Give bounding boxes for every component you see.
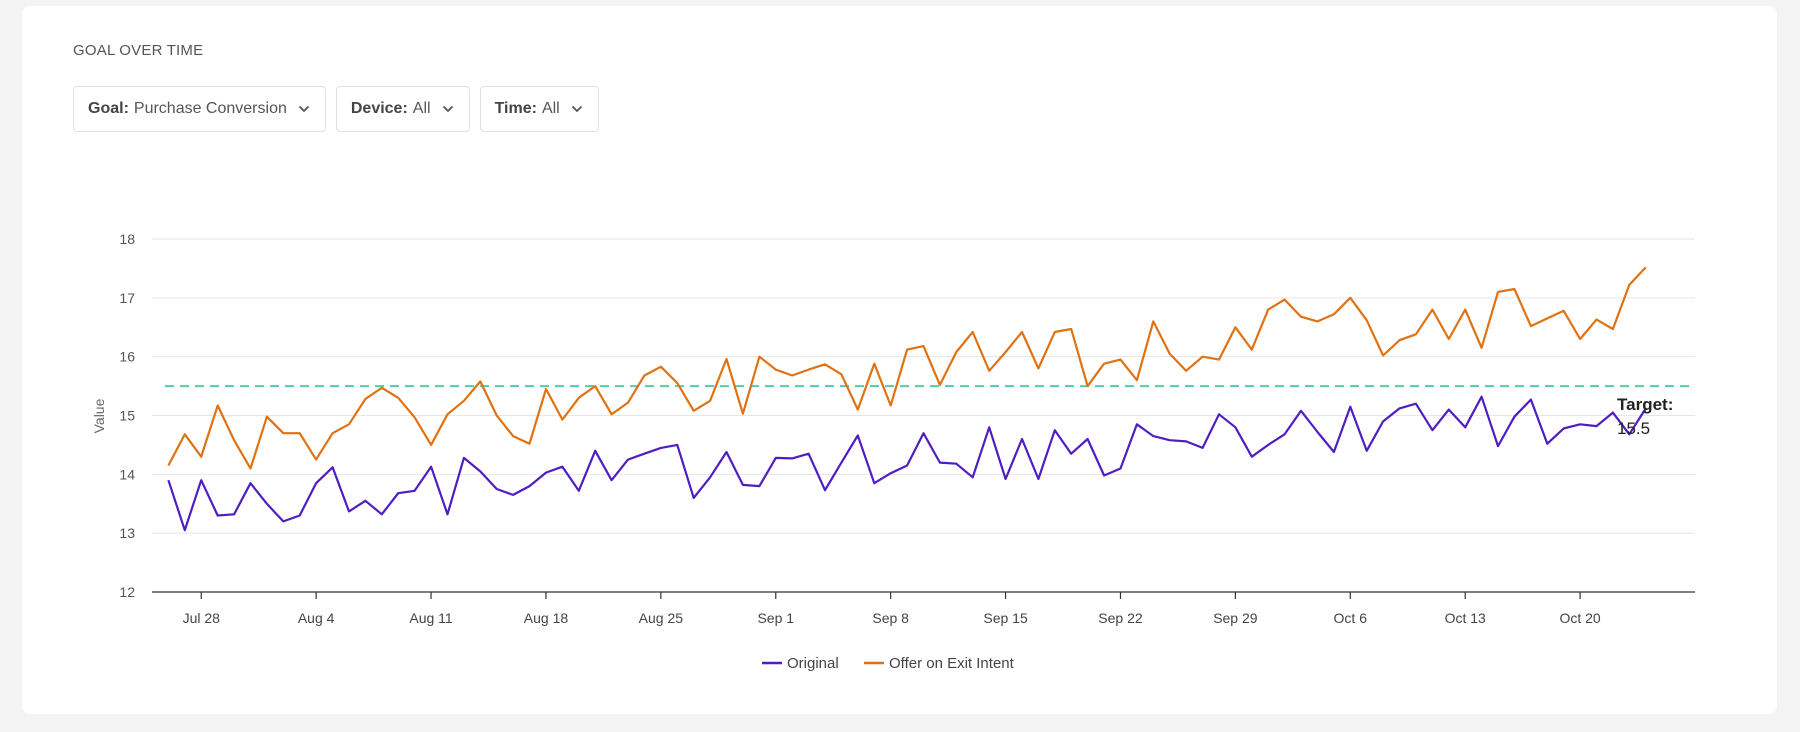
x-tick-label: Oct 20	[1559, 610, 1600, 626]
chevron-down-icon	[442, 106, 453, 112]
device-filter-key: Device:	[350, 100, 408, 117]
goal-over-time-card: GOAL OVER TIME Goal: Purchase Conversion…	[22, 6, 1777, 714]
x-tick-label: Oct 6	[1334, 610, 1368, 626]
series-lines	[167, 266, 1647, 532]
y-axis-label: Value	[91, 398, 107, 433]
section-title: GOAL OVER TIME	[73, 42, 204, 59]
goal-filter-value: Purchase Conversion	[133, 100, 287, 117]
x-tick-label: Oct 13	[1445, 610, 1486, 626]
x-tick-label: Sep 29	[1213, 610, 1258, 626]
device-filter-dropdown[interactable]: Device: All	[335, 86, 470, 132]
chevron-down-icon	[298, 106, 309, 112]
x-tick-label: Aug 25	[639, 610, 684, 626]
x-tick-label: Aug 4	[298, 610, 335, 626]
y-tick-label: 17	[119, 290, 135, 306]
y-tick-label: 16	[119, 349, 135, 365]
y-axis: 12 13 14 15 16 17 18	[119, 231, 135, 600]
x-tick-label: Aug 18	[524, 610, 569, 626]
time-filter-dropdown[interactable]: Time: All	[479, 86, 599, 132]
goal-filter-dropdown[interactable]: Goal: Purchase Conversion	[73, 86, 326, 132]
x-tick-label: Aug 11	[409, 610, 453, 626]
x-tick-label: Sep 22	[1098, 610, 1143, 626]
y-tick-label: 12	[119, 584, 135, 600]
chart-legend: Original Offer on Exit Intent	[762, 655, 1015, 672]
series-line-offer-on-exit-intent	[167, 266, 1647, 470]
goal-filter-key: Goal:	[88, 100, 129, 117]
time-filter-key: Time:	[494, 100, 537, 117]
x-tick-label: Sep 8	[872, 610, 909, 626]
device-filter-value: All	[412, 100, 431, 117]
y-tick-label: 15	[119, 408, 135, 424]
y-tick-label: 13	[119, 525, 135, 541]
x-axis: Jul 28 Aug 4 Aug 11 Aug 18 Aug 25 Sep 1 Sep 8 S…	[152, 591, 1695, 626]
y-tick-label: 14	[119, 466, 135, 482]
y-tick-label: 18	[119, 231, 135, 247]
x-tick-label: Sep 15	[983, 610, 1028, 626]
legend-label: Original	[787, 655, 839, 672]
x-tick-label: Sep 1	[757, 610, 794, 626]
legend-label: Offer on Exit Intent	[889, 655, 1015, 672]
series-line-original	[167, 395, 1647, 532]
target-label-title: Target:	[1617, 395, 1673, 414]
target-label-value: 15.5	[1617, 419, 1650, 438]
gridlines	[152, 238, 1695, 534]
filter-bar: Goal: Purchase Conversion Device: All Ti…	[73, 86, 599, 132]
time-filter-value: All	[541, 100, 560, 117]
chevron-down-icon	[571, 106, 582, 112]
x-tick-label: Jul 28	[183, 610, 221, 626]
